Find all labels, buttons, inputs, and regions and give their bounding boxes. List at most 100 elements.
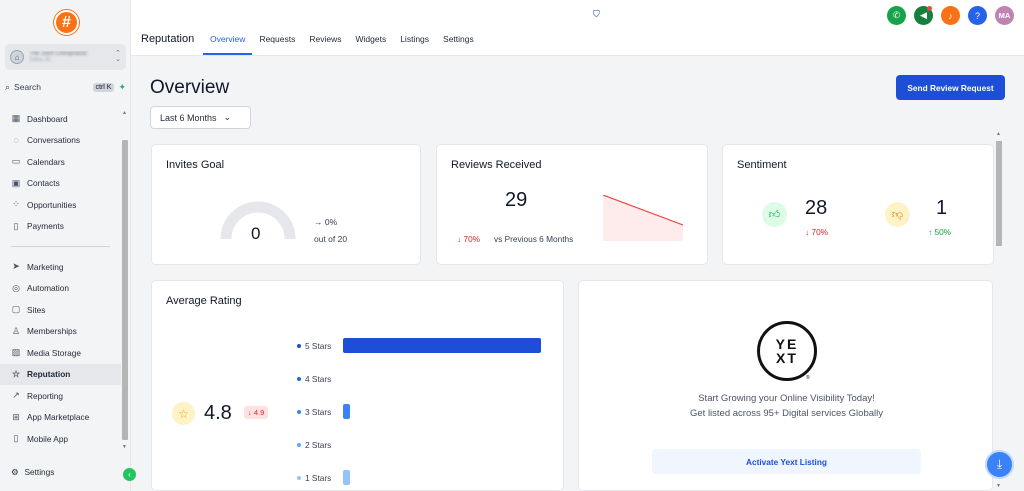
sidebar-item-opportunities[interactable]: ⁘ Opportunities (12, 199, 77, 210)
account-switcher[interactable]: ⌂ The Joint Chiropractic Dallas, AL ⌃ ⌄ (5, 44, 126, 70)
invites-out-of: out of 20 (314, 234, 348, 244)
sidebar-item-app-marketplace[interactable]: ⊞ App Marketplace (12, 411, 90, 423)
avatar[interactable]: MA (995, 6, 1014, 25)
account-name: The Joint Chiropractic (29, 51, 88, 57)
sidebar-item-memberships[interactable]: ♙ Memberships (11, 325, 77, 337)
help-button[interactable]: ? (968, 6, 987, 25)
brand-logo[interactable]: # (54, 10, 79, 35)
sidebar-scroll-thumb[interactable] (122, 140, 128, 440)
rating-row: 4 Stars (297, 371, 541, 386)
card-title: Invites Goal (166, 159, 225, 171)
sidebar-item-dashboard[interactable]: ▦ Dashboard (11, 113, 68, 124)
sidebar-item-reporting[interactable]: ↗ Reporting (12, 390, 63, 401)
sidebar-item-payments[interactable]: ▯ Payments (0, 216, 121, 238)
search-icon: ⌕ (5, 81, 11, 92)
search-shortcut: ctrl K (92, 82, 115, 92)
legend-dot (297, 442, 301, 447)
yext-logo-icon: YE XT (757, 321, 817, 381)
notification-dot (927, 6, 932, 11)
negative-count: 1 (936, 197, 948, 219)
megaphone-icon: ◀ (920, 10, 927, 20)
rating-row: 3 Stars (297, 404, 541, 419)
sparkle-icon[interactable]: ✦ (118, 81, 126, 92)
company-logo-icon: ⛉ (593, 9, 600, 19)
yext-listing-card: YE XT ® Start Growing your Online Visibi… (578, 280, 993, 491)
rating-label: 2 Stars (305, 439, 332, 450)
main-scrollbar[interactable]: ▲ ▼ (995, 131, 1003, 491)
sidebar-item-settings[interactable]: ⚙ Settings (11, 467, 55, 477)
sentiment-card: Sentiment 👍︎ 28 ↓ 70% 👎︎ 1 ↑ 50% (722, 144, 994, 265)
average-rating-card: Average Rating ☆ 4.8 ↓ 4.9 5 Stars 4 Star… (151, 280, 564, 491)
average-rating-change: ↓ 4.9 (244, 406, 269, 419)
rating-label: 4 Stars (305, 373, 332, 384)
negative-change: ↑ 50% (928, 227, 952, 237)
legend-dot (297, 475, 301, 480)
tab-settings[interactable]: Settings (443, 34, 474, 44)
payments-icon: ▯ (13, 220, 19, 231)
rating-bar (343, 470, 350, 485)
sidebar-item-automation[interactable]: ◎ Automation (12, 282, 69, 294)
reviews-change: ↓ 70% (457, 234, 481, 244)
invites-gauge (220, 201, 296, 240)
main-scroll-thumb[interactable] (996, 141, 1002, 246)
thumbs-up-icon: 👍︎ (762, 202, 787, 227)
chat-icon: ◌ (13, 135, 19, 146)
scroll-up-icon[interactable]: ▲ (996, 131, 1001, 137)
scroll-down-icon[interactable]: ▼ (122, 444, 127, 450)
reviews-trend-sparkline (603, 195, 683, 241)
sidebar-item-mobile-app[interactable]: ▯ Mobile App (0, 428, 121, 450)
sidebar-item-marketing[interactable]: ➤ Marketing (12, 261, 64, 272)
rating-bar (343, 338, 541, 353)
notifications-button[interactable]: ♪ (941, 6, 960, 25)
card-title: Average Rating (166, 295, 242, 307)
sidebar-item-contacts[interactable]: ▣ Contacts (11, 177, 60, 189)
sidebar-item-conversations[interactable]: ◌ Conversations (0, 130, 121, 152)
announcements-button[interactable]: ◀ (914, 6, 933, 25)
thumbs-down-icon: 👎︎ (885, 202, 910, 227)
chevron-updown-icon: ⌃ ⌄ (115, 50, 121, 63)
card-title: Reviews Received (451, 159, 542, 171)
date-range-select[interactable]: Last 6 Months ⌄ (150, 106, 251, 129)
tab-requests[interactable]: Requests (259, 34, 296, 44)
legend-dot (297, 343, 301, 348)
rating-row: 2 Stars (297, 437, 541, 452)
phone-call-button[interactable]: ✆ (887, 6, 906, 25)
tab-widgets[interactable]: Widgets (355, 34, 387, 44)
sidebar-item-media-storage[interactable]: ▨ Media Storage (11, 347, 81, 358)
positive-count: 28 (805, 197, 828, 219)
sidebar-item-reputation[interactable]: ☆ Reputation (0, 363, 121, 385)
memberships-icon: ♙ (11, 325, 21, 336)
search-label: Search (14, 82, 41, 92)
invites-value: 0 (251, 224, 261, 243)
chevron-down-icon: ⌄ (223, 112, 232, 122)
invites-goal-card: Invites Goal 0 → 0% out of 20 (151, 144, 421, 265)
support-chat-button[interactable]: ⤓ (985, 450, 1014, 479)
question-icon: ? (974, 10, 980, 21)
legend-dot (297, 409, 301, 414)
star-icon: ☆ (11, 368, 21, 379)
chat-bubble-icon: ⤓ (996, 457, 1003, 471)
activate-yext-button[interactable]: Activate Yext Listing (652, 449, 921, 474)
reviews-comparison: vs Previous 6 Months (494, 234, 574, 244)
sidebar-collapse-button[interactable]: ‹ (123, 468, 136, 481)
send-review-request-button[interactable]: Send Review Request (896, 75, 1005, 100)
sidebar-item-calendars[interactable]: ▭ Calendars (11, 156, 65, 167)
opportunities-icon: ⁘ (12, 199, 20, 210)
automation-icon: ◎ (12, 282, 20, 293)
page-title: Overview (150, 77, 230, 98)
reviews-received-card: Reviews Received 29 ↓ 70% vs Previous 6 … (436, 144, 708, 265)
yext-headline: Start Growing your Online Visibility Tod… (698, 393, 875, 404)
card-title: Sentiment (737, 159, 787, 171)
account-location: Dallas, AL (29, 57, 52, 63)
tab-listings[interactable]: Listings (400, 34, 430, 44)
sidebar-scrollbar[interactable]: ▲ ▼ (121, 110, 129, 450)
search-bar[interactable]: ⌕ Search ctrl K ✦ (5, 79, 126, 95)
rating-label: 3 Stars (305, 406, 332, 417)
rating-row: 5 Stars (297, 338, 541, 353)
scroll-up-icon[interactable]: ▲ (122, 110, 127, 116)
scroll-down-icon[interactable]: ▼ (996, 483, 1001, 489)
tab-reviews[interactable]: Reviews (309, 34, 342, 44)
tab-overview[interactable]: Overview (203, 29, 253, 55)
sidebar-item-sites[interactable]: ▢ Sites (11, 304, 46, 315)
positive-change: ↓ 70% (805, 227, 829, 237)
